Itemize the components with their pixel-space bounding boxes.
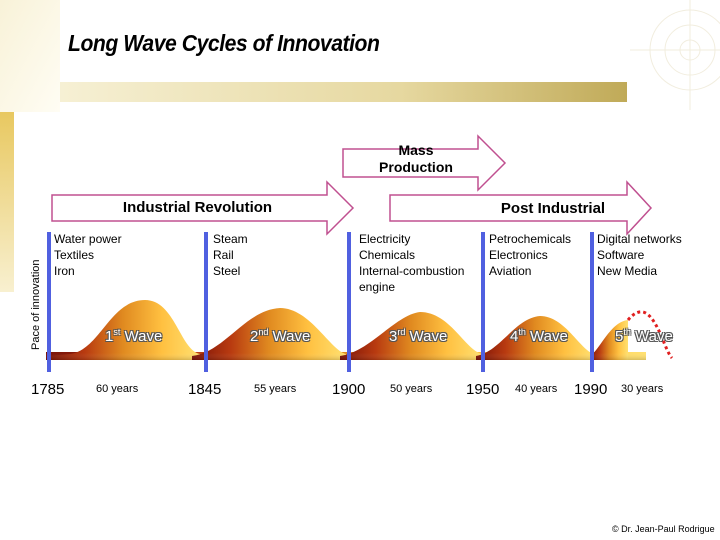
duration-wave-2: 55 years	[254, 383, 297, 395]
year-1990: 1990	[574, 381, 608, 398]
divider-1900	[347, 232, 351, 372]
wave-4-innovations: Petrochemicals Electronics Aviation	[489, 232, 572, 278]
year-1900: 1900	[332, 381, 366, 398]
wave-3-innovations: Electricity Chemicals Internal-combustio…	[359, 232, 465, 294]
divider-1845	[204, 232, 208, 372]
divider-1785	[47, 232, 51, 372]
industrial-revolution-label: Industrial Revolution	[122, 199, 273, 216]
wave-5-innovations: Digital networks Software New Media	[597, 232, 682, 278]
industrial-revolution-arrow	[51, 180, 355, 236]
duration-wave-5: 30 years	[621, 383, 664, 395]
mass-production-label: Mass Production	[379, 142, 453, 175]
page-title: Long Wave Cycles of Innovation	[68, 30, 380, 56]
wave-1-shape	[46, 300, 200, 360]
post-industrial-label: Post Industrial	[500, 200, 606, 217]
corner-shade	[0, 0, 60, 112]
duration-wave-4: 40 years	[515, 383, 558, 395]
credit-text: © Dr. Jean-Paul Rodrigue	[612, 524, 715, 534]
year-1950: 1950	[466, 381, 500, 398]
wave-3-shape	[340, 312, 482, 360]
duration-wave-1: 60 years	[96, 383, 139, 395]
wave-2-innovations: Steam Rail Steel	[213, 232, 248, 278]
duration-wave-3: 50 years	[390, 383, 433, 395]
year-1785: 1785	[31, 381, 65, 398]
wave-3-label: 3rd Wave	[389, 327, 448, 345]
year-1845: 1845	[188, 381, 222, 398]
divider-1990	[590, 232, 594, 372]
mass-production-arrow	[342, 134, 507, 192]
wave-1-label: 1st Wave	[105, 327, 163, 345]
wave-4-label: 4th Wave	[510, 327, 568, 345]
wave-4-shape	[476, 316, 594, 360]
wave-5-shape	[590, 320, 628, 360]
wave-1-innovations: Water power Textiles Iron	[54, 232, 122, 278]
divider-1950	[481, 232, 485, 372]
title-band	[60, 82, 627, 102]
decorative-circles	[630, 0, 720, 110]
left-accent-bar	[0, 112, 14, 292]
post-industrial-arrow	[389, 180, 653, 236]
wave-2-shape	[192, 308, 346, 360]
wave-2-label: 2nd Wave	[250, 327, 311, 345]
wave-5-label: 5th Wave	[615, 327, 673, 345]
